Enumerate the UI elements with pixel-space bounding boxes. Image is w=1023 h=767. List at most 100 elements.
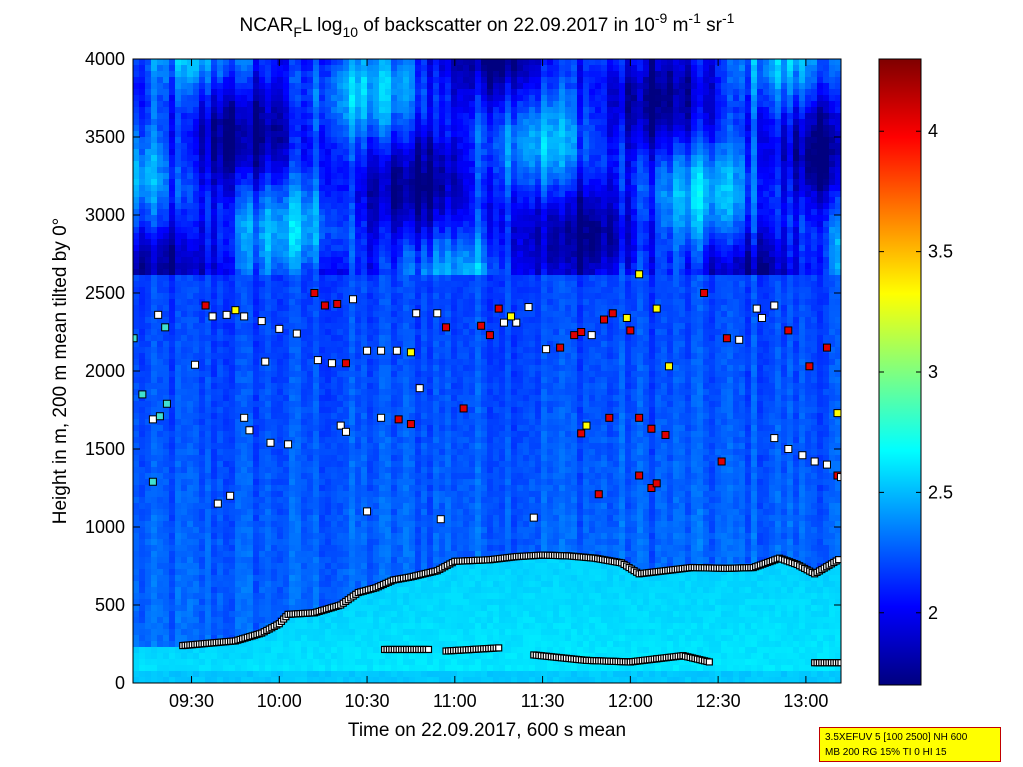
heatmap-cell [151,629,158,636]
heatmap-cell [403,269,410,276]
heatmap-cell [247,407,254,414]
heatmap-cell [181,629,188,636]
heatmap-cell [223,563,230,570]
heatmap-cell [241,437,248,444]
heatmap-cell [175,449,182,456]
heatmap-cell [379,395,386,402]
heatmap-cell [325,167,332,174]
heatmap-cell [217,647,224,654]
heatmap-cell [397,497,404,504]
heatmap-cell [355,155,362,162]
heatmap-cell [373,521,380,528]
heatmap-cell [229,221,236,228]
heatmap-cell [403,449,410,456]
heatmap-cell [415,635,422,642]
heatmap-cell [295,179,302,186]
heatmap-cell [205,293,212,300]
heatmap-cell [181,329,188,336]
heatmap-cell [295,257,302,264]
heatmap-cell [199,359,206,366]
heatmap-cell [181,539,188,546]
heatmap-cell [331,461,338,468]
heatmap-cell [319,281,326,288]
heatmap-cell [361,569,368,576]
heatmap-cell [229,443,236,450]
heatmap-cell [349,611,356,618]
heatmap-cell [403,581,410,588]
heatmap-cell [151,623,158,630]
heatmap-cell [415,263,422,270]
heatmap-cell [193,569,200,576]
heatmap-cell [313,473,320,480]
heatmap-cell [373,329,380,336]
heatmap-cell [391,611,398,618]
heatmap-cell [415,209,422,216]
heatmap-cell [151,551,158,558]
heatmap-cell [157,137,164,144]
heatmap-cell [265,89,272,96]
heatmap-cell [187,569,194,576]
heatmap-cell [295,407,302,414]
heatmap-cell [187,581,194,588]
heatmap-cell [139,341,146,348]
heatmap-cell [361,251,368,258]
heatmap-cell [211,329,218,336]
heatmap-cell [319,203,326,210]
heatmap-cell [313,629,320,636]
heatmap-cell [145,611,152,618]
heatmap-cell [181,647,188,654]
heatmap-cell [325,293,332,300]
heatmap-cell [241,263,248,270]
heatmap-cell [271,83,278,90]
heatmap-cell [319,359,326,366]
heatmap-cell [397,149,404,156]
heatmap-cell [247,605,254,612]
heatmap-cell [229,143,236,150]
heatmap-cell [217,521,224,528]
heatmap-cell [193,305,200,312]
heatmap-cell [391,155,398,162]
heatmap-cell [403,521,410,528]
heatmap-cell [151,431,158,438]
heatmap-cell [217,443,224,450]
heatmap-cell [283,431,290,438]
heatmap-cell [211,293,218,300]
heatmap-cell [193,191,200,198]
heatmap-cell [241,677,248,683]
heatmap-cell [283,59,290,66]
heatmap-cell [169,479,176,486]
heatmap-cell [415,239,422,246]
heatmap-cell [211,101,218,108]
heatmap-cell [181,677,188,683]
heatmap-cell [169,377,176,384]
heatmap-cell [319,179,326,186]
heatmap-cell [313,425,320,432]
heatmap-cell [379,155,386,162]
heatmap-cell [157,209,164,216]
heatmap-cell [349,89,356,96]
heatmap-cell [199,527,206,534]
heatmap-cell [199,533,206,540]
heatmap-cell [319,527,326,534]
heatmap-cell [403,185,410,192]
heatmap-cell [409,371,416,378]
heatmap-cell [283,341,290,348]
heatmap-cell [199,95,206,102]
heatmap-cell [175,59,182,66]
heatmap-cell [325,599,332,606]
heatmap-cell [151,449,158,456]
heatmap-cell [367,497,374,504]
heatmap-cell [265,479,272,486]
heatmap-cell [373,119,380,126]
heatmap-cell [139,221,146,228]
heatmap-cell [337,173,344,180]
heatmap-cell [331,89,338,96]
heatmap-cell [145,407,152,414]
heatmap-cell [199,341,206,348]
heatmap-cell [355,149,362,156]
heatmap-cell [397,437,404,444]
heatmap-cell [325,455,332,462]
heatmap-cell [229,83,236,90]
heatmap-cell [379,239,386,246]
heatmap-cell [241,473,248,480]
